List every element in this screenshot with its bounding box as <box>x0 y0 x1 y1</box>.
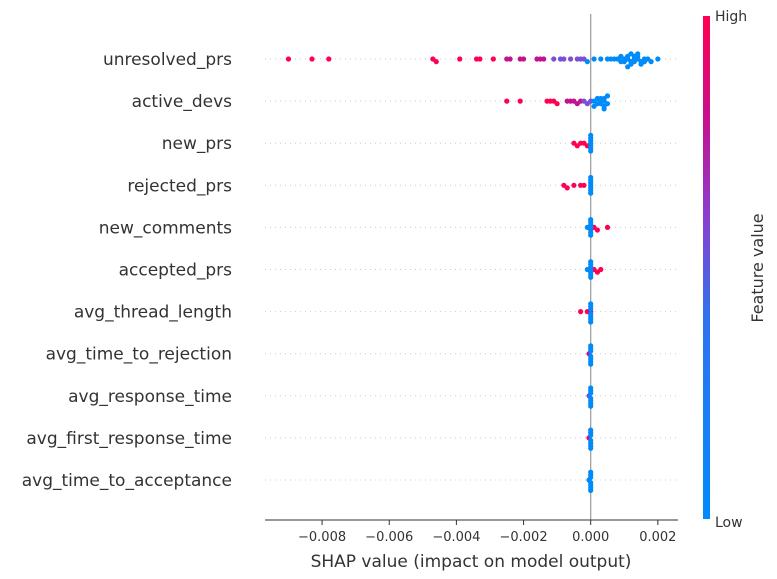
colorbar-title: Feature value <box>748 213 767 322</box>
colorbar-low-label: Low <box>715 515 743 531</box>
shap-point <box>588 403 594 409</box>
x-tick-label: −0.006 <box>365 530 413 545</box>
shap-point <box>588 274 594 280</box>
shap-point <box>598 56 604 62</box>
shap-point <box>520 56 527 62</box>
shap-point <box>551 56 557 62</box>
shap-point <box>588 232 594 238</box>
shap-point <box>507 56 513 62</box>
shap-point <box>588 301 594 307</box>
shap-point <box>604 93 611 99</box>
shap-point <box>584 224 590 230</box>
shap-point <box>504 98 510 104</box>
shap-point <box>517 98 523 104</box>
shap-point <box>588 385 594 391</box>
shap-point <box>564 185 570 191</box>
shap-point <box>655 56 661 62</box>
shap-point <box>567 56 574 62</box>
shap-point <box>554 101 560 107</box>
shap-point <box>625 64 631 70</box>
shap-point <box>635 51 641 57</box>
shap-point <box>309 56 315 62</box>
shap-point <box>541 56 547 62</box>
shap-point <box>588 174 594 181</box>
shap-point <box>578 309 584 315</box>
shap-point <box>588 132 594 138</box>
shap-point <box>584 59 590 65</box>
shap-point <box>648 59 654 65</box>
feature-label: new_comments <box>99 218 232 238</box>
shap-point <box>477 56 483 62</box>
feature-label: unresolved_prs <box>103 50 232 70</box>
shap-point <box>457 56 463 62</box>
shap-point <box>588 361 594 367</box>
row-guide-lines <box>265 58 678 481</box>
feature-label: accepted_prs <box>119 261 233 281</box>
feature-label: rejected_prs <box>127 176 232 196</box>
shap-point <box>588 259 594 265</box>
shap-point <box>591 103 597 109</box>
points-layer <box>285 51 661 493</box>
shap-point <box>604 224 611 230</box>
feature-label: avg_time_to_rejection <box>46 345 232 365</box>
feature-label: avg_response_time <box>68 387 232 407</box>
feature-label: avg_first_response_time <box>26 429 232 449</box>
shap-point <box>326 56 332 62</box>
feature-labels: unresolved_prs active_devs new_prs rejected… <box>22 50 232 491</box>
shap-point <box>618 53 624 60</box>
shap-point <box>588 148 594 154</box>
shap-point <box>588 217 594 223</box>
shap-point <box>631 59 637 65</box>
shap-point <box>601 106 607 112</box>
shap-point <box>588 469 594 475</box>
shap-point <box>588 487 594 493</box>
shap-point <box>594 227 601 233</box>
x-tick-label: −0.002 <box>499 530 547 545</box>
x-tick-label: 0.002 <box>639 530 676 545</box>
x-axis-label: SHAP value (impact on model output) <box>311 552 632 572</box>
x-axis-ticks: −0.008 −0.006 −0.004 −0.002 0.000 0.002 <box>298 520 676 545</box>
shap-point <box>621 59 627 65</box>
feature-label: active_devs <box>132 92 232 112</box>
shap-point <box>433 59 439 65</box>
shap-point <box>588 445 594 451</box>
shap-point <box>584 266 590 273</box>
colorbar-high-label: High <box>715 9 747 25</box>
shap-point <box>588 343 594 349</box>
shap-point <box>490 56 496 62</box>
shap-point <box>598 95 604 102</box>
x-tick-label: −0.008 <box>298 530 346 545</box>
colorbar <box>703 16 710 519</box>
shap-point <box>588 190 594 196</box>
feature-label: new_prs <box>162 134 232 154</box>
feature-label: avg_time_to_acceptance <box>22 471 232 491</box>
shap-point <box>285 56 292 62</box>
shap-point <box>571 182 577 188</box>
x-tick-label: −0.004 <box>432 530 480 545</box>
x-tick-label: 0.000 <box>572 530 609 545</box>
shap-point <box>641 59 648 65</box>
shap-point <box>588 427 594 433</box>
feature-label: avg_thread_length <box>74 303 232 323</box>
shap-point <box>591 56 597 62</box>
shap-point <box>598 266 604 273</box>
shap-point <box>581 182 587 188</box>
shap-point <box>561 56 567 62</box>
shap-point <box>588 319 594 325</box>
